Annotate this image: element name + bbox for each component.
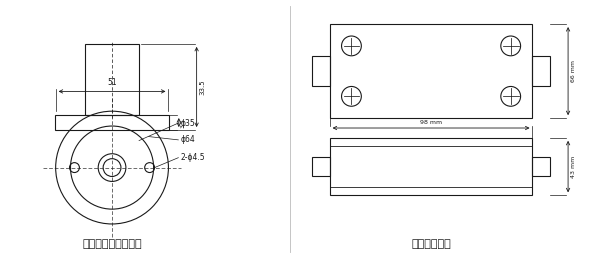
Bar <box>312 56 329 86</box>
Text: ϕ64: ϕ64 <box>181 135 195 144</box>
Bar <box>55 115 169 130</box>
Text: 紫外线传感器尺寸图: 紫外线传感器尺寸图 <box>82 239 142 249</box>
Bar <box>312 157 329 176</box>
Text: 变送器尺寸图: 变送器尺寸图 <box>411 239 451 249</box>
Text: 43 mm: 43 mm <box>571 156 576 178</box>
Bar <box>532 56 550 86</box>
Text: 51: 51 <box>107 78 117 87</box>
Bar <box>85 44 139 115</box>
Text: ϕ35: ϕ35 <box>181 119 195 127</box>
Bar <box>329 138 532 195</box>
Text: 98 mm: 98 mm <box>420 120 442 125</box>
Bar <box>329 24 532 118</box>
Text: 3.5: 3.5 <box>181 118 186 127</box>
Text: 2-ϕ4.5: 2-ϕ4.5 <box>181 153 205 162</box>
Bar <box>532 157 550 176</box>
Text: 33.5: 33.5 <box>200 79 206 95</box>
Text: 66 mm: 66 mm <box>571 60 576 82</box>
